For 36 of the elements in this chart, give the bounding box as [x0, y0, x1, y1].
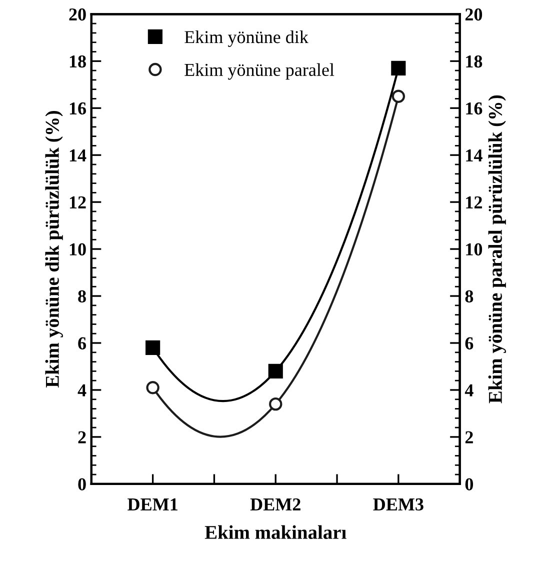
y2-tick-label: 16 — [466, 102, 482, 115]
y2-tick-label: 2 — [465, 431, 473, 444]
point — [392, 90, 406, 103]
y2-tick-label: 14 — [466, 149, 482, 162]
y2-tick-label: 20 — [465, 8, 482, 21]
y-tick-label: 0 — [78, 478, 86, 490]
y2-tick-label: 10 — [466, 243, 482, 256]
y-tick-label: 8 — [78, 290, 86, 302]
point — [268, 364, 283, 378]
x-axis-title: Ekim makinaları — [204, 525, 346, 539]
y-tick-label: 18 — [70, 55, 86, 68]
y2-tick-label: 18 — [466, 55, 482, 68]
y-tick-label: 14 — [70, 149, 86, 162]
point — [391, 60, 406, 76]
y-tick-label: 10 — [70, 243, 86, 256]
y-tick-label: 16 — [70, 102, 86, 115]
y-tick-label: 20 — [69, 8, 86, 21]
legend-label: Ekim yönüne dik — [184, 30, 308, 47]
y2-tick-label: 6 — [465, 337, 474, 350]
point — [146, 381, 160, 394]
y2-tick-label: 12 — [466, 196, 482, 208]
y-axis-title: Ekim yönüne dik pürüzlülük (%) — [45, 111, 63, 388]
legend-label: Ekim yönüne paralel — [184, 63, 334, 80]
y2-tick-label: 4 — [464, 384, 474, 396]
y-tick-label: 2 — [78, 431, 86, 444]
x-tick-label: DEM2 — [250, 498, 300, 510]
y2-axis-title: Ekim yönüne paralel pürüzlülük (%) — [488, 95, 506, 404]
y2-tick-label: 0 — [465, 478, 474, 490]
point — [269, 397, 282, 411]
x-tick-label: DEM1 — [128, 498, 178, 510]
y-tick-label: 4 — [78, 384, 86, 396]
y-tick-label: 6 — [78, 337, 86, 350]
y-tick-label: 12 — [70, 196, 86, 208]
y2-tick-label: 8 — [465, 290, 474, 302]
point — [146, 340, 160, 355]
x-tick-label: DEM3 — [373, 498, 424, 511]
